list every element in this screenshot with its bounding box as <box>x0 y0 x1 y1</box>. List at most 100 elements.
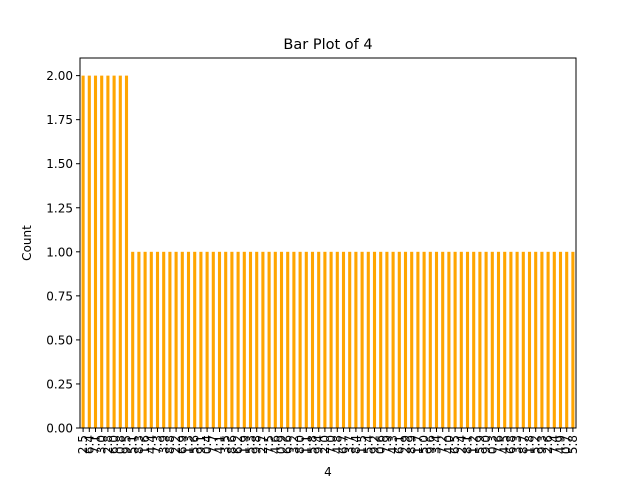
bar-3 <box>100 75 104 429</box>
x-tick-label-78: 0.7 <box>560 435 574 454</box>
bar-75 <box>546 251 550 428</box>
bar-52 <box>403 251 408 428</box>
bar-24 <box>230 251 234 428</box>
x-tick-label-38: 9.4 <box>312 435 326 454</box>
bar-27 <box>248 251 253 428</box>
x-tick-label-44: 8.4 <box>349 435 363 454</box>
bar-10 <box>143 251 147 428</box>
bar-26 <box>242 251 246 428</box>
x-tick-label-65: 9.0 <box>479 435 493 454</box>
x-tick-label-43: 3.7 <box>343 435 357 454</box>
bar-79 <box>571 251 575 428</box>
x-tick-label-64: 5.9 <box>473 435 487 454</box>
bar-74 <box>540 251 544 428</box>
bar-1 <box>87 75 91 429</box>
bar-42 <box>341 251 346 428</box>
x-tick-label-19: 9.1 <box>194 435 208 454</box>
bar-7 <box>124 75 129 429</box>
x-tick-label-28: 9.8 <box>250 435 264 454</box>
x-tick-label-66: 0.3 <box>485 435 499 454</box>
bar-21 <box>211 251 215 428</box>
plot-area <box>79 57 577 429</box>
x-tick-label-79: 5.8 <box>566 435 580 454</box>
bar-46 <box>366 251 370 428</box>
x-tick-label-57: 3.4 <box>430 435 444 454</box>
x-axis: 2.56.47.13.02.86.00.89.55.18.31.64.47.33… <box>76 428 580 454</box>
x-tick-label-55: 5.0 <box>417 435 431 454</box>
x-tick-label-39: 2.0 <box>318 435 332 454</box>
bar-55 <box>422 251 426 428</box>
x-tick-label-24: 8.6 <box>225 435 239 454</box>
bar-58 <box>441 251 445 428</box>
bar-53 <box>410 251 414 428</box>
y-tick-label-8: 2.00 <box>46 69 73 83</box>
x-tick-label-2: 7.1 <box>89 435 103 454</box>
x-tick-label-60: 6.5 <box>448 435 462 454</box>
bar-77 <box>558 251 563 428</box>
x-tick-label-56: 9.6 <box>423 435 437 454</box>
bar-9 <box>137 251 141 428</box>
x-tick-label-21: 7.7 <box>206 435 220 454</box>
bar-71 <box>521 251 525 428</box>
bar-60 <box>453 251 457 428</box>
bar-12 <box>155 251 160 428</box>
x-tick-label-72: 1.8 <box>523 435 537 454</box>
x-tick-label-36: 1.1 <box>299 435 313 454</box>
bar-36 <box>304 251 308 428</box>
x-tick-label-31: 4.6 <box>268 435 282 454</box>
bar-18 <box>193 251 197 428</box>
y-tick-label-1: 0.25 <box>46 377 73 391</box>
bar-16 <box>180 251 184 428</box>
bar-5 <box>112 75 116 429</box>
bar-4 <box>106 75 110 429</box>
x-tick-label-29: 2.7 <box>256 435 270 454</box>
bars-group <box>81 75 575 429</box>
y-tick-label-7: 1.75 <box>46 113 73 127</box>
bar-11 <box>149 251 153 428</box>
x-tick-label-76: 7.4 <box>547 435 561 454</box>
bar-20 <box>205 251 209 428</box>
x-tick-label-69: 6.8 <box>504 435 518 454</box>
bar-35 <box>298 251 302 428</box>
bar-47 <box>372 251 377 428</box>
bar-34 <box>292 251 296 428</box>
bar-59 <box>447 251 451 428</box>
x-tick-label-58: 7.2 <box>436 435 450 454</box>
chart-title: Bar Plot of 4 <box>283 37 372 53</box>
bar-2 <box>93 75 98 429</box>
x-tick-label-17: 1.3 <box>182 435 196 454</box>
bar-13 <box>162 251 166 428</box>
bar-45 <box>360 251 364 428</box>
x-tick-label-10: 1.6 <box>138 435 152 454</box>
bar-54 <box>416 251 420 428</box>
bar-25 <box>236 251 240 428</box>
x-tick-label-23: 3.5 <box>219 435 233 454</box>
x-tick-label-33: 6.6 <box>281 435 295 454</box>
x-tick-label-52: 2.9 <box>399 435 413 454</box>
x-tick-label-8: 5.1 <box>126 435 140 454</box>
x-tick-label-67: 7.6 <box>492 435 506 454</box>
bar-32 <box>279 251 284 428</box>
x-tick-label-35: 8.0 <box>293 435 307 454</box>
x-tick-label-48: 0.6 <box>374 435 388 454</box>
plot-frame <box>79 57 577 429</box>
bar-8 <box>131 251 135 428</box>
x-tick-label-49: 7.9 <box>380 435 394 454</box>
bar-31 <box>273 251 277 428</box>
x-tick-label-18: 5.6 <box>188 435 202 454</box>
x-tick-label-20: 0.4 <box>200 435 214 454</box>
bar-49 <box>385 251 389 428</box>
bar-61 <box>459 251 463 428</box>
y-tick-label-2: 0.50 <box>46 333 73 347</box>
bar-72 <box>527 251 532 428</box>
bar-14 <box>168 251 172 428</box>
y-axis-label: Count <box>20 225 34 261</box>
x-tick-label-7: 9.5 <box>120 435 134 454</box>
bar-38 <box>317 251 321 428</box>
y-tick-label-4: 1.00 <box>46 245 73 259</box>
bar-73 <box>534 251 538 428</box>
bar-30 <box>267 251 271 428</box>
bar-48 <box>379 251 383 428</box>
